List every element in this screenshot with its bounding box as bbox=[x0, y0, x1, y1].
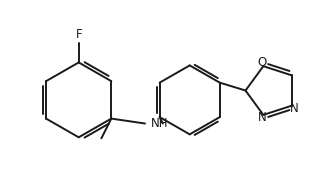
Text: NH: NH bbox=[151, 117, 168, 130]
Text: O: O bbox=[258, 56, 267, 69]
Text: N: N bbox=[258, 111, 267, 124]
Text: F: F bbox=[75, 28, 82, 41]
Text: N: N bbox=[290, 102, 299, 115]
